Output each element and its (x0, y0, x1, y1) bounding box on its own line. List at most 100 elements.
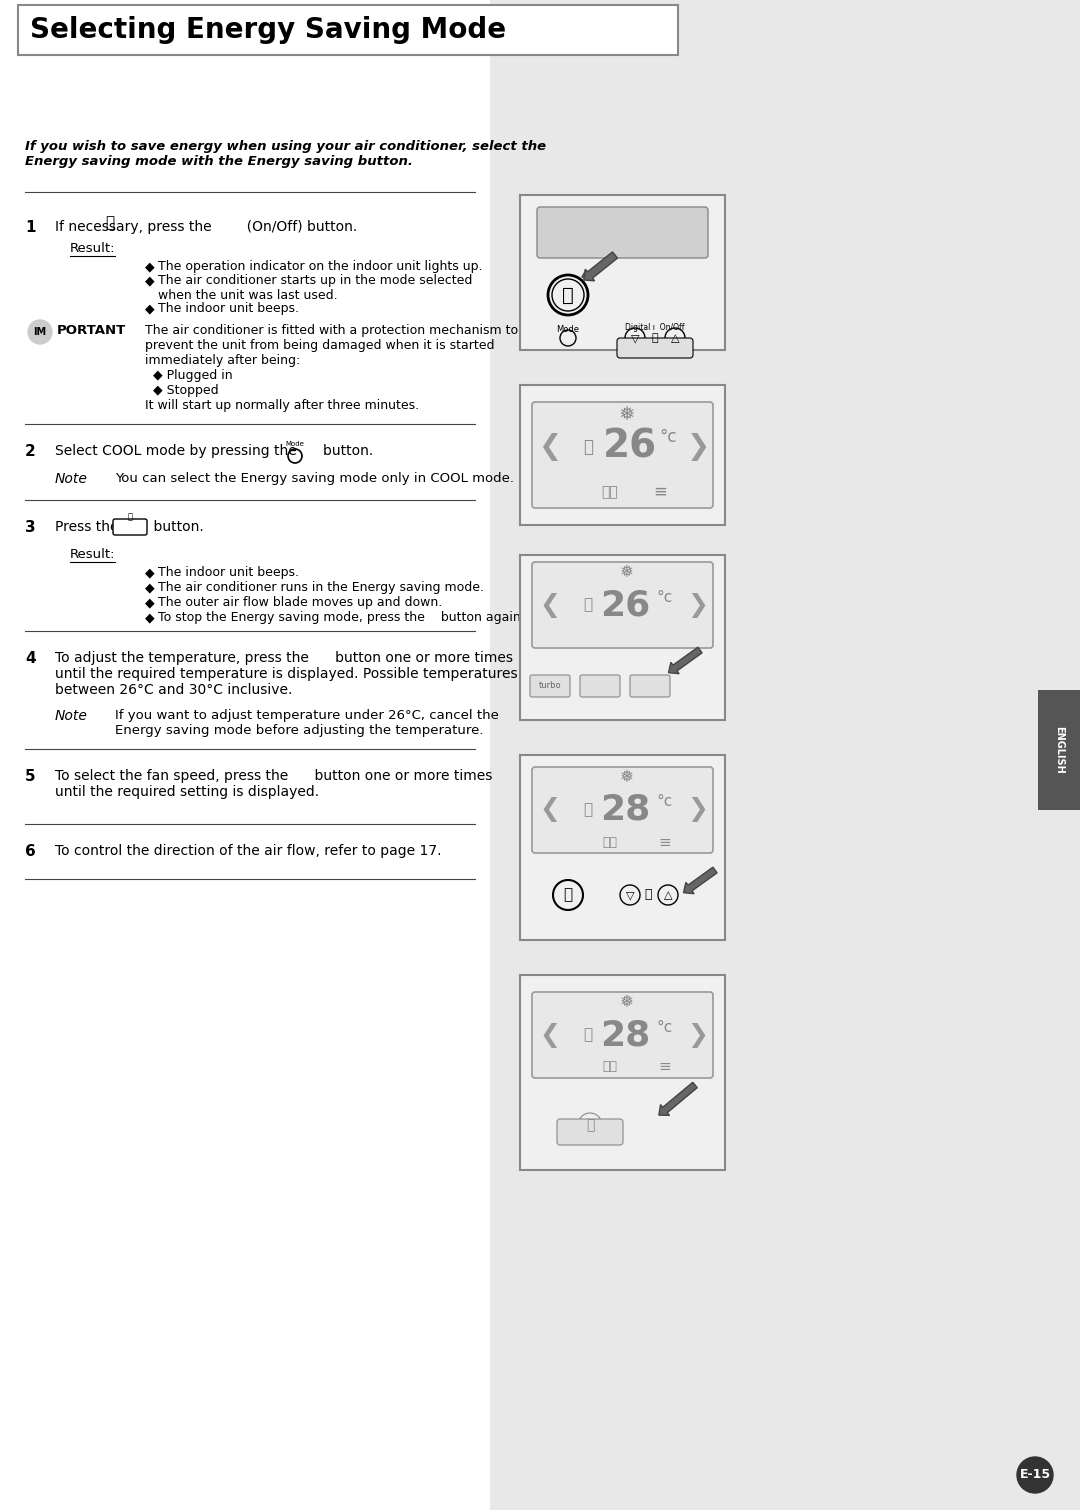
Text: 🌡: 🌡 (583, 1027, 593, 1042)
Text: ≡: ≡ (659, 835, 672, 850)
Text: To control the direction of the air flow, refer to page 17.: To control the direction of the air flow… (55, 844, 442, 858)
FancyBboxPatch shape (617, 338, 693, 358)
Text: The indoor unit beeps.: The indoor unit beeps. (158, 302, 299, 316)
Text: 6: 6 (25, 844, 36, 859)
FancyArrow shape (684, 867, 717, 894)
Bar (519, 556, 725, 720)
Circle shape (1017, 1457, 1053, 1493)
FancyArrow shape (584, 252, 618, 281)
Text: You can select the Energy saving mode only in COOL mode.: You can select the Energy saving mode on… (114, 473, 514, 485)
Text: To adjust the temperature, press the      button one or more times
until the req: To adjust the temperature, press the but… (55, 651, 544, 698)
FancyBboxPatch shape (557, 1119, 623, 1145)
Text: 1: 1 (25, 220, 36, 236)
Text: ◆: ◆ (145, 566, 154, 578)
Text: ❅: ❅ (619, 406, 635, 424)
FancyBboxPatch shape (532, 562, 713, 648)
Text: 🌡: 🌡 (583, 438, 593, 456)
Text: The air conditioner runs in the Energy saving mode.: The air conditioner runs in the Energy s… (158, 581, 484, 593)
Text: ❮: ❮ (538, 433, 562, 461)
Text: E-15: E-15 (1020, 1468, 1051, 1480)
Bar (0, 0, 490, 1510)
Bar (1038, 690, 1080, 809)
Text: If you want to adjust temperature under 26°C, cancel the
Energy saving mode befo: If you want to adjust temperature under … (114, 710, 499, 737)
Text: 🌡: 🌡 (651, 334, 659, 343)
Text: Mode: Mode (556, 325, 580, 334)
Text: ❯: ❯ (688, 797, 708, 823)
Text: °c: °c (657, 590, 673, 606)
Text: Press the        button.: Press the button. (55, 519, 204, 535)
Text: ❅: ❅ (620, 994, 634, 1012)
Text: ENGLISH: ENGLISH (1054, 726, 1064, 773)
FancyBboxPatch shape (630, 675, 670, 698)
Text: To select the fan speed, press the      button one or more times
until the requi: To select the fan speed, press the butto… (55, 769, 492, 799)
FancyBboxPatch shape (532, 992, 713, 1078)
Text: 26: 26 (603, 427, 657, 467)
Text: 28: 28 (599, 793, 650, 827)
Text: To stop the Energy saving mode, press the    button again.: To stop the Energy saving mode, press th… (158, 612, 525, 624)
Text: Result:: Result: (70, 548, 116, 562)
Text: △: △ (664, 889, 672, 900)
Text: The indoor unit beeps.: The indoor unit beeps. (158, 566, 299, 578)
Text: turbo: turbo (539, 681, 562, 690)
Text: IM: IM (33, 328, 46, 337)
Text: ❅: ❅ (620, 563, 634, 581)
Text: ❅: ❅ (620, 769, 634, 787)
Bar (519, 975, 725, 1170)
Text: ❮: ❮ (540, 592, 561, 618)
FancyBboxPatch shape (532, 402, 713, 507)
Text: 🚶💤: 🚶💤 (603, 1060, 618, 1074)
Text: ❯: ❯ (687, 433, 710, 461)
Text: Ⓧ: Ⓧ (105, 214, 114, 230)
Text: Selecting Energy Saving Mode: Selecting Energy Saving Mode (30, 17, 507, 44)
FancyArrow shape (669, 648, 702, 673)
Text: ❯: ❯ (688, 1022, 708, 1048)
FancyBboxPatch shape (532, 767, 713, 853)
FancyBboxPatch shape (580, 675, 620, 698)
FancyArrow shape (659, 1083, 698, 1116)
Text: ⦻: ⦻ (585, 1117, 594, 1132)
Text: ◆: ◆ (145, 273, 154, 287)
FancyBboxPatch shape (537, 207, 708, 258)
Text: ◆: ◆ (145, 302, 154, 316)
Text: 28: 28 (599, 1018, 650, 1052)
Text: ◆: ◆ (145, 581, 154, 593)
Text: ❯: ❯ (688, 592, 708, 618)
Bar (519, 755, 725, 941)
Text: ❮: ❮ (540, 797, 561, 823)
Text: Result:: Result: (70, 242, 116, 255)
Text: Note: Note (55, 710, 87, 723)
Text: The air conditioner is fitted with a protection mechanism to
prevent the unit fr: The air conditioner is fitted with a pro… (145, 325, 518, 412)
Text: °c: °c (657, 1019, 673, 1034)
Text: ◆: ◆ (145, 596, 154, 609)
Text: ❮: ❮ (540, 1022, 561, 1048)
Text: 🚶: 🚶 (127, 512, 133, 521)
Text: 26: 26 (599, 587, 650, 622)
Text: ≡: ≡ (659, 1060, 672, 1075)
Text: ≡: ≡ (653, 483, 667, 501)
FancyBboxPatch shape (530, 675, 570, 698)
Text: 🌡: 🌡 (583, 802, 593, 817)
Text: 2: 2 (25, 444, 36, 459)
Text: Select COOL mode by pressing the      button.: Select COOL mode by pressing the button. (55, 444, 374, 458)
Bar (490, 0, 1080, 1510)
Text: ⏻: ⏻ (564, 888, 572, 903)
Text: The outer air flow blade moves up and down.: The outer air flow blade moves up and do… (158, 596, 442, 609)
Text: Mode: Mode (285, 441, 305, 447)
Text: 🌡: 🌡 (583, 598, 593, 613)
Text: ▽: ▽ (631, 334, 639, 343)
Text: 5: 5 (25, 769, 36, 784)
Text: 🌡: 🌡 (645, 888, 651, 901)
Bar (519, 195, 725, 350)
Text: °c: °c (659, 427, 677, 445)
Text: △: △ (671, 334, 679, 343)
Text: ◆: ◆ (145, 260, 154, 273)
Text: ◆: ◆ (145, 612, 154, 624)
Text: Digital ı  On/Off: Digital ı On/Off (625, 323, 685, 332)
Text: 🚶💤: 🚶💤 (602, 485, 619, 498)
Text: 4: 4 (25, 651, 36, 666)
Text: If necessary, press the        (On/Off) button.: If necessary, press the (On/Off) button. (55, 220, 357, 234)
Text: PORTANT: PORTANT (57, 325, 126, 337)
Text: Note: Note (55, 473, 87, 486)
Text: The air conditioner starts up in the mode selected
when the unit was last used.: The air conditioner starts up in the mod… (158, 273, 472, 302)
Text: 🚶💤: 🚶💤 (603, 835, 618, 849)
